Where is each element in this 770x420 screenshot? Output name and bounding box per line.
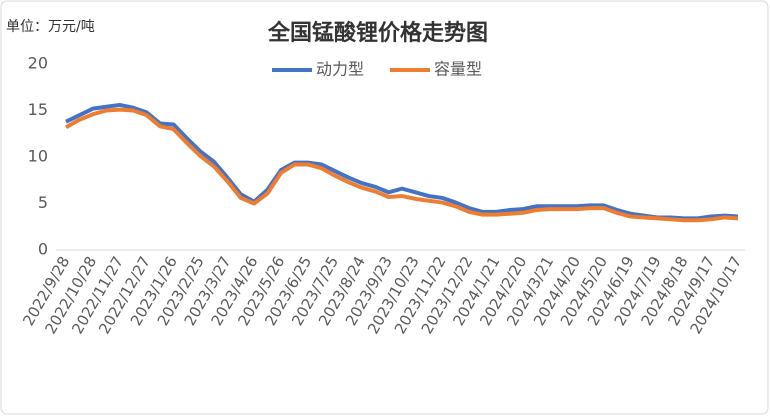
chart-title: 全国锰酸锂价格走势图 [267,20,488,46]
y-tick-label: 20 [28,54,48,73]
y-tick-label: 15 [28,100,48,119]
legend-label: 容量型 [434,60,482,79]
legend-label: 动力型 [316,60,364,79]
y-tick-label: 0 [38,240,48,259]
line-series [65,102,739,221]
line-series [65,107,739,223]
unit-label: 单位：万元/吨 [6,19,95,35]
y-tick-label: 5 [38,193,48,212]
y-tick-label: 10 [28,147,48,166]
